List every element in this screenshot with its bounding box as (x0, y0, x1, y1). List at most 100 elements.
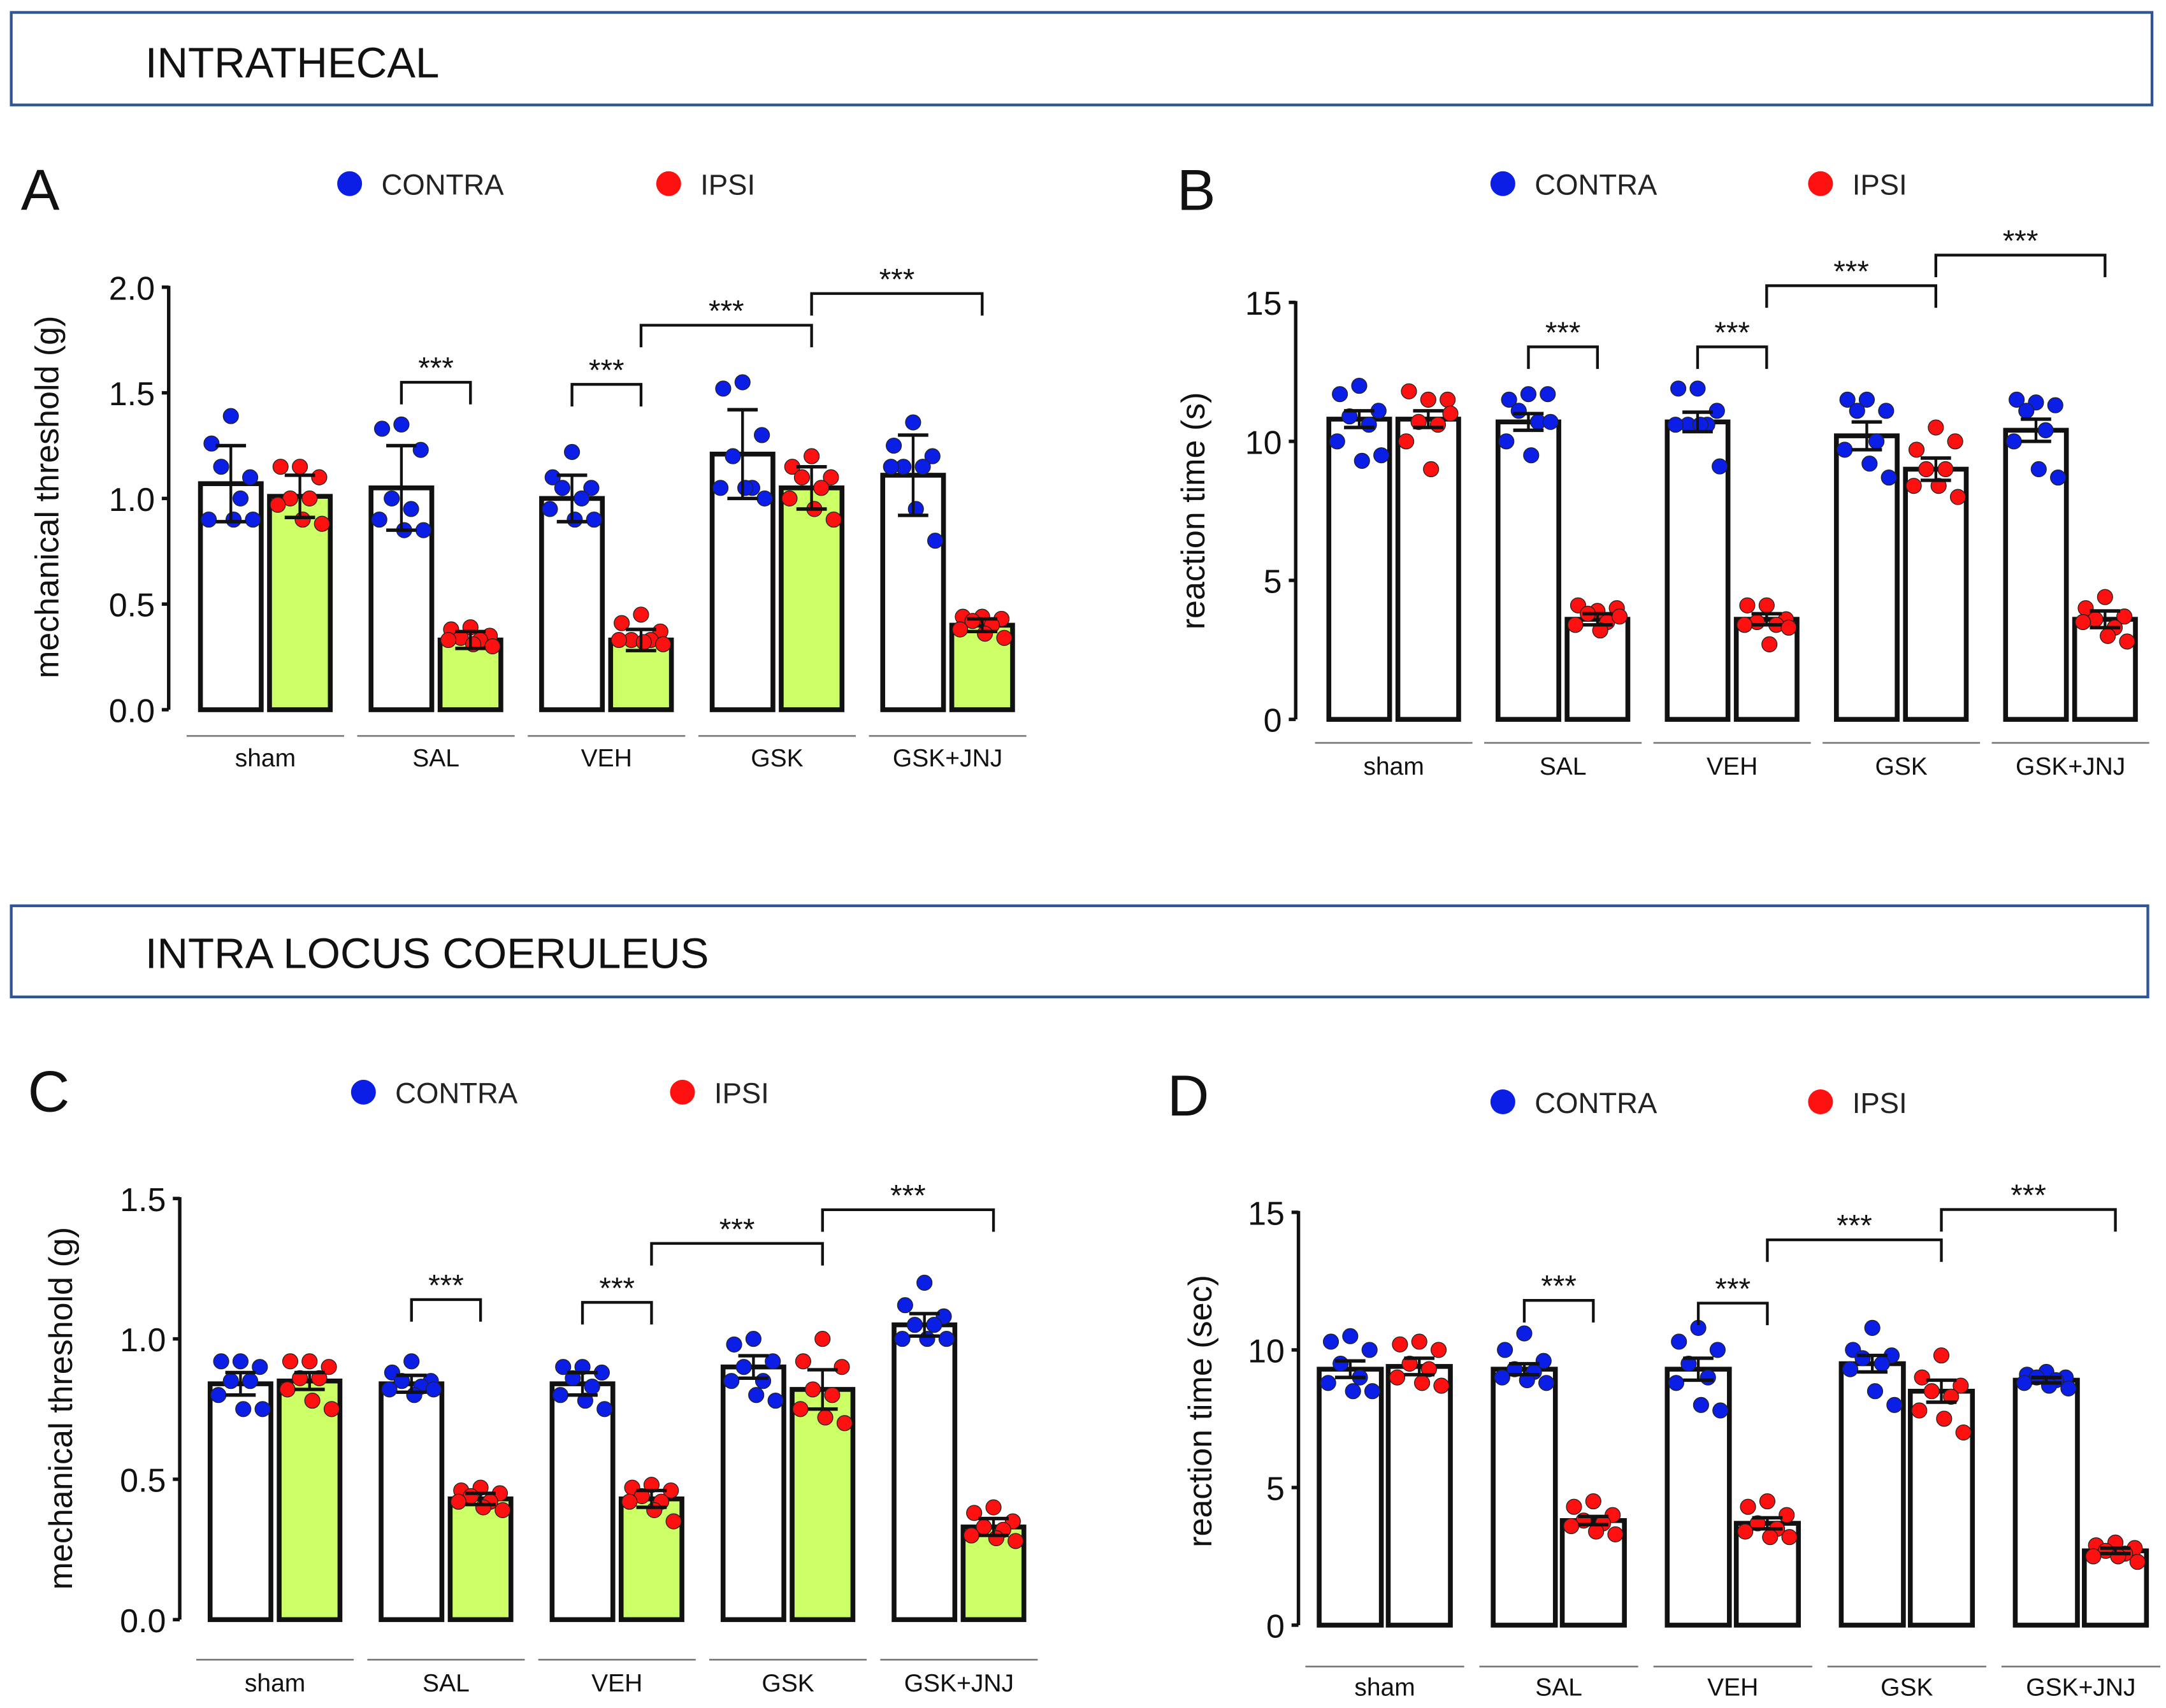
legend-contra-marker (1490, 171, 1515, 196)
data-point-ipsi (2097, 589, 2113, 605)
y-tick-label: 0.5 (120, 1462, 166, 1499)
data-point-contra (555, 1359, 572, 1375)
panel-c: C CONTRA IPSI 0.0 0.5 1.0 1.5 mechanical thresh… (28, 1060, 1038, 1697)
data-point-contra (1345, 1383, 1361, 1400)
significance-label: *** (428, 1268, 464, 1302)
significance-label: *** (599, 1272, 635, 1305)
data-point-contra (554, 480, 570, 496)
significance-label: *** (2003, 224, 2039, 258)
category-label: GSK (751, 745, 803, 772)
data-point-ipsi (1433, 1377, 1450, 1394)
y-tick-label: 5 (1266, 1470, 1285, 1507)
bar-contra (207, 1381, 273, 1623)
data-point-contra (393, 416, 410, 433)
data-point-ipsi (1431, 1342, 1447, 1358)
data-point-contra (232, 1353, 249, 1370)
data-point-ipsi (817, 1409, 834, 1426)
data-point-contra (1361, 417, 1377, 433)
data-point-ipsi (977, 626, 993, 642)
data-point-contra (1516, 1325, 1533, 1342)
legend-contra-marker (1490, 1089, 1515, 1115)
data-point-ipsi (1740, 1498, 1756, 1515)
data-point-contra (235, 1401, 252, 1417)
data-point-ipsi (450, 1493, 466, 1510)
y-tick-label: 10 (1248, 1333, 1285, 1370)
data-point-contra (754, 427, 770, 443)
data-point-contra (406, 1387, 422, 1403)
significance-label: *** (1715, 1272, 1751, 1306)
category-label: sham (245, 1670, 305, 1697)
data-point-ipsi (1737, 1523, 1754, 1540)
significance-bracket (570, 383, 643, 407)
data-point-contra (542, 501, 558, 517)
data-point-contra (1342, 1328, 1359, 1344)
category-label: GSK (762, 1670, 814, 1697)
data-point-contra (1373, 447, 1390, 464)
data-point-contra (916, 1274, 933, 1291)
data-point-ipsi (1914, 1369, 1930, 1386)
data-point-contra (897, 1297, 913, 1314)
significance-bracket (1765, 284, 1937, 308)
data-point-contra (552, 1387, 568, 1403)
data-point-contra (1341, 408, 1358, 425)
data-point-ipsi (2119, 633, 2135, 650)
data-point-ipsi (621, 1493, 638, 1510)
data-point-contra (767, 1392, 784, 1409)
data-point-contra (924, 448, 941, 464)
bar-ipsi (1733, 617, 1800, 722)
data-point-ipsi (963, 1527, 979, 1544)
data-point-contra (1540, 386, 1556, 403)
data-point-contra (577, 1392, 593, 1409)
data-point-ipsi (795, 1353, 811, 1370)
category-label: GSK (1875, 753, 1927, 780)
data-point-ipsi (1758, 597, 1775, 614)
data-point-contra (1332, 386, 1348, 403)
legend-label: CONTRA (395, 1077, 518, 1110)
data-point-ipsi (282, 1353, 299, 1370)
data-point-ipsi (1781, 1529, 1798, 1546)
data-point-ipsi (1905, 478, 1922, 494)
data-point-contra (2030, 461, 2047, 478)
data-point-contra (403, 1353, 420, 1370)
data-point-contra (1881, 469, 1897, 486)
data-point-ipsi (1736, 617, 1753, 633)
significance-label: *** (418, 352, 454, 385)
category-label: GSK+JNJ (904, 1670, 1014, 1697)
bar-contra (539, 496, 605, 712)
category-label: sham (1363, 753, 1424, 780)
data-point-contra (914, 459, 931, 475)
legend-label: CONTRA (1534, 1087, 1657, 1119)
y-axis-label: mechanical threshold (g) (43, 1227, 80, 1590)
data-point-ipsi (792, 1401, 809, 1417)
category-label: GSK+JNJ (2026, 1674, 2135, 1701)
data-point-contra (245, 511, 261, 528)
data-point-contra (242, 1373, 259, 1389)
data-point-ipsi (1592, 622, 1608, 639)
bar-ipsi (1385, 1364, 1453, 1628)
data-point-contra (1842, 1361, 1859, 1377)
data-point-ipsi (301, 1353, 318, 1370)
legend-label: IPSI (1852, 169, 1907, 201)
data-point-contra (203, 435, 220, 452)
data-point-ipsi (1401, 383, 1417, 399)
data-point-ipsi (2129, 1554, 2146, 1570)
data-point-contra (425, 1381, 442, 1398)
data-point-ipsi (1563, 1518, 1580, 1535)
data-point-ipsi (1761, 636, 1778, 652)
data-point-contra (1849, 403, 1865, 419)
y-tick-label: 1.0 (109, 482, 155, 519)
data-point-ipsi (1611, 608, 1628, 625)
data-point-ipsi (824, 1387, 841, 1403)
data-point-ipsi (610, 632, 627, 649)
data-point-ipsi (1923, 1383, 1940, 1400)
data-point-contra (894, 1331, 911, 1347)
y-tick-label: 15 (1248, 1195, 1285, 1232)
y-tick-label: 0 (1266, 1608, 1285, 1645)
data-point-contra (1864, 1319, 1881, 1336)
data-point-ipsi (1585, 1493, 1601, 1510)
significance-bracket (1766, 1238, 1943, 1262)
data-point-contra (1868, 433, 1885, 450)
significance-label: *** (1837, 1209, 1872, 1243)
data-point-contra (1693, 1396, 1709, 1413)
legend-contra-marker (337, 171, 363, 196)
